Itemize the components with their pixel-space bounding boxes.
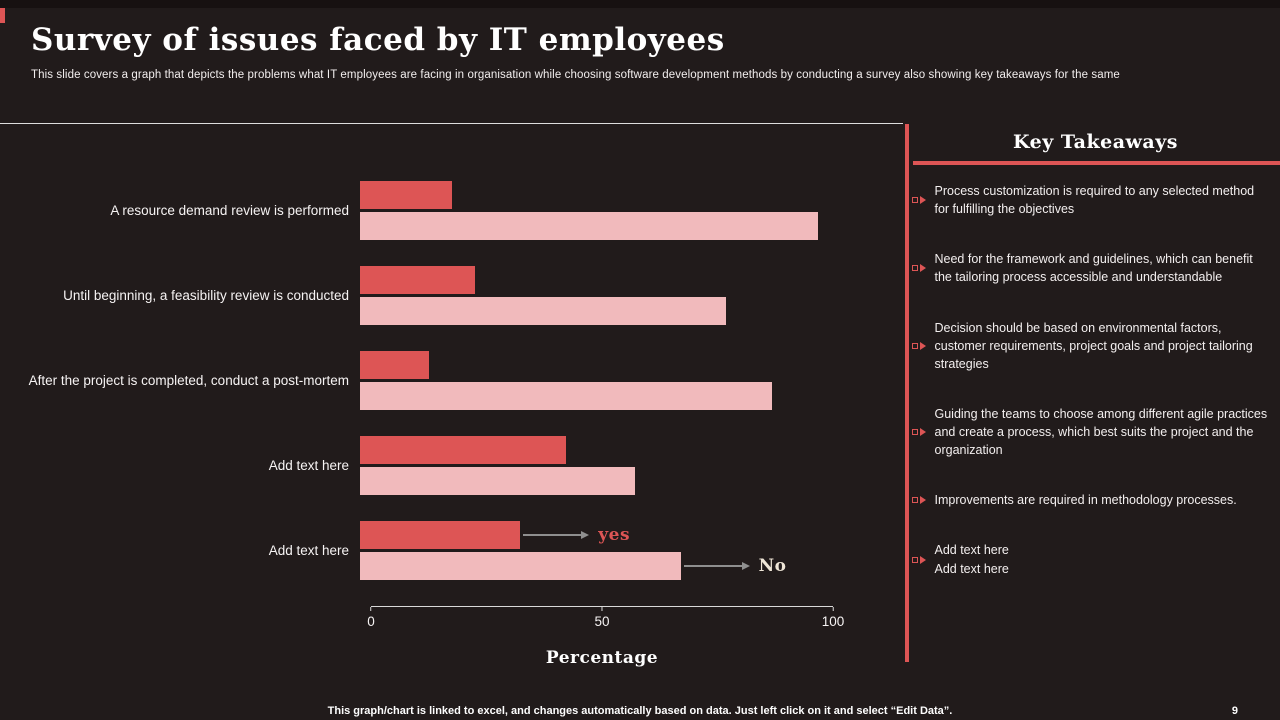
page-number: 9 [1231, 705, 1238, 717]
chart-axis: 0 50 100 [367, 606, 844, 638]
table-row: After the project is completed, conduct … [0, 351, 903, 410]
tick-label: 0 [367, 614, 375, 629]
table-row: Until beginning, a feasibility review is… [0, 266, 903, 325]
category-label: A resource demand review is performed [110, 202, 349, 218]
takeaways-left-accent-line [905, 124, 909, 662]
bar-yes [360, 266, 475, 294]
series-row [360, 212, 818, 240]
chart-area[interactable]: A resource demand review is performed Unt… [0, 124, 903, 668]
annotation-arrow-head [741, 562, 750, 570]
chart-rows: A resource demand review is performed Unt… [0, 124, 903, 580]
bar-no [360, 297, 727, 325]
takeaway-text: Guiding the teams to choose among differ… [934, 406, 1268, 458]
bar-yes [360, 181, 452, 209]
tick-mark [601, 607, 603, 611]
category-label: After the project is completed, conduct … [28, 372, 349, 388]
slide-subtitle: This slide covers a graph that depicts t… [31, 69, 1120, 81]
axis-tick: 0 [367, 607, 375, 629]
table-row: Add text here yes No [0, 521, 903, 580]
takeaway-text: Improvements are required in methodology… [934, 493, 1237, 508]
key-takeaways-title: Key Takeaways [1013, 131, 1178, 153]
takeaway-text: Decision should be based on environmenta… [934, 320, 1253, 371]
bar-no [360, 382, 773, 410]
bar-group [360, 351, 818, 410]
annotation-label: yes [598, 525, 631, 545]
bar-yes [360, 351, 429, 379]
bar-no [360, 552, 681, 580]
bullet-arrow-icon [912, 264, 926, 273]
category-label: Until beginning, a feasibility review is… [63, 287, 349, 303]
bar-group [360, 436, 818, 495]
axis-tick: 50 [594, 607, 610, 629]
bar-group [360, 181, 818, 240]
page-title: Survey of issues faced by IT employees [31, 22, 725, 58]
axis-tick: 100 [821, 607, 845, 629]
series-row [360, 266, 818, 294]
annotation-arrow-head [581, 531, 590, 539]
top-band [0, 0, 1280, 8]
annotation-label: No [758, 556, 787, 576]
key-takeaways-panel: Key Takeaways Process customization is r… [911, 124, 1280, 662]
bar-group: yes No [360, 521, 818, 580]
tick-label: 100 [821, 614, 845, 629]
top-left-accent [0, 8, 5, 23]
tick-mark [832, 607, 834, 611]
table-row: A resource demand review is performed [0, 181, 903, 240]
bar-group [360, 266, 818, 325]
list-item: Decision should be based on environmenta… [912, 319, 1272, 373]
bullet-arrow-icon [912, 496, 926, 505]
bar-yes [360, 436, 567, 464]
list-item: Need for the framework and guidelines, w… [912, 250, 1272, 286]
takeaway-text: Add text here Add text here [934, 543, 1009, 576]
takeaway-text: Need for the framework and guidelines, w… [934, 252, 1253, 285]
series-row: No [360, 552, 818, 580]
takeaways-list: Process customization is required to any… [911, 165, 1280, 578]
list-item: Add text here Add text here [912, 541, 1272, 577]
bullet-arrow-icon [912, 555, 926, 564]
series-row [360, 436, 818, 464]
bar-yes [360, 521, 521, 549]
series-row [360, 181, 818, 209]
bullet-arrow-icon [912, 196, 926, 205]
series-row [360, 297, 818, 325]
bar-no [360, 467, 635, 495]
x-axis-label: Percentage [545, 648, 659, 668]
bar-no [360, 212, 818, 240]
list-item: Guiding the teams to choose among differ… [912, 405, 1272, 459]
slide-header: Survey of issues faced by IT employees T… [31, 22, 1264, 81]
header-divider [0, 123, 903, 124]
series-row [360, 351, 818, 379]
tick-label: 50 [594, 614, 610, 629]
list-item: Improvements are required in methodology… [912, 491, 1272, 509]
tick-mark [370, 607, 372, 611]
takeaways-underline [913, 161, 1280, 165]
series-row [360, 382, 818, 410]
annotation-arrow-line [683, 565, 742, 567]
list-item: Process customization is required to any… [912, 182, 1272, 218]
annotation-arrow-line [523, 534, 582, 536]
footer-note: This graph/chart is linked to excel, and… [327, 705, 953, 717]
table-row: Add text here [0, 436, 903, 495]
series-row: yes [360, 521, 818, 549]
series-row [360, 467, 818, 495]
bullet-arrow-icon [912, 341, 926, 350]
takeaway-text: Process customization is required to any… [934, 184, 1255, 217]
category-label: Add text here [268, 457, 349, 473]
category-label: Add text here [268, 542, 349, 558]
bullet-arrow-icon [912, 428, 926, 437]
